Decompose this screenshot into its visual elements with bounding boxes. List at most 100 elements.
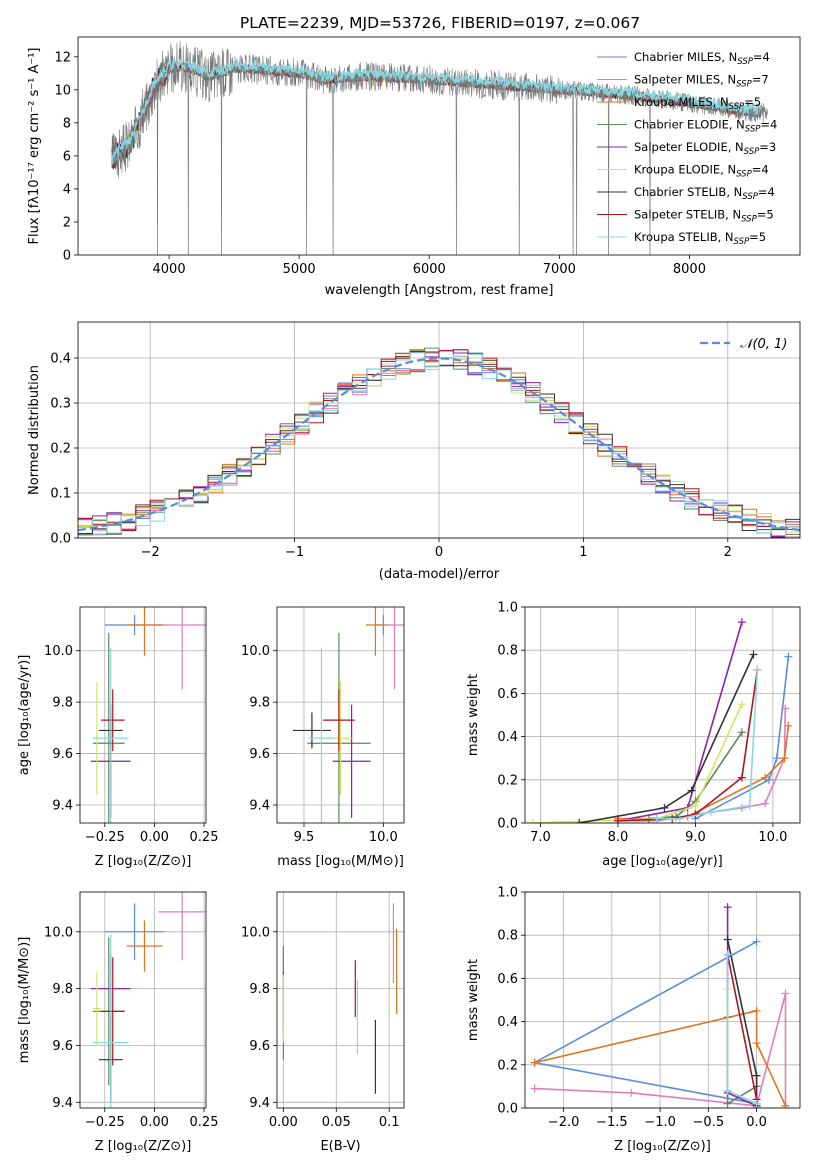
z-weight-xtick-label: −1.5	[596, 1115, 628, 1130]
legend-label: Kroupa STELIB, NSSP=5	[634, 230, 766, 247]
z-age-errorbars	[90, 607, 206, 823]
mass-age-axes	[273, 650, 384, 827]
residual-ytick-label: 0.1	[50, 487, 71, 502]
z-mass-xtick-label: 0.00	[140, 1115, 169, 1130]
residual-xtick-label: 0	[435, 545, 443, 560]
z-weight-ytick-label: 0.2	[497, 1058, 518, 1073]
z-mass-ytick-label: 9.6	[52, 1039, 73, 1054]
age-weight-ytick-label: 1.0	[497, 601, 518, 616]
spectrum-xtick-label: 4000	[153, 262, 186, 277]
z-weight-series-line	[532, 940, 757, 1105]
normal-curve	[78, 357, 800, 532]
z-weight-ytick-label: 0.8	[497, 929, 518, 944]
z-weight-point-marker	[627, 1088, 636, 1097]
spectrum-xtick-label: 6000	[413, 262, 446, 277]
spectrum-xtick-label: 5000	[283, 262, 316, 277]
ebv-mass-xtick-label: 0.00	[269, 1115, 298, 1130]
z-weight-point-marker	[752, 1071, 761, 1080]
z-weight-point-marker	[723, 1086, 732, 1095]
z-weight-point-marker	[530, 1084, 539, 1093]
spectrum-ytick-label: 8	[63, 116, 71, 131]
z-weight-ytick-label: 1.0	[497, 886, 518, 901]
legend-label: Kroupa ELODIE, NSSP=4	[634, 163, 769, 180]
age-weight-point-marker	[675, 814, 684, 823]
z-age-xtick-label: 0.00	[140, 830, 169, 845]
age-weight-point-marker	[652, 814, 661, 823]
residual-ytick-label: 0.0	[50, 532, 71, 547]
ebv-mass-ytick-label: 9.8	[249, 982, 270, 997]
mass-age-ytick-label: 9.4	[249, 799, 270, 814]
z-weight-point-marker	[752, 1099, 761, 1108]
z-weight-point-marker	[723, 950, 732, 959]
residual-ylabel: Normed distribution	[27, 365, 42, 495]
age-weight-frame	[524, 606, 801, 824]
residual-xtick-label: −1	[285, 545, 304, 560]
z-age-frame	[79, 606, 207, 824]
age-weight-point-marker	[761, 773, 770, 782]
legend-label: Salpeter ELODIE, NSSP=3	[634, 140, 776, 157]
spectrum-ytick-label: 2	[63, 215, 71, 230]
residual-ytick-label: 0.4	[50, 352, 71, 367]
z-weight-point-marker	[781, 989, 790, 998]
age-weight-ytick-label: 0.8	[497, 644, 518, 659]
ebv-mass-xtick-label: 0.05	[322, 1115, 351, 1130]
legend-label: Chabrier STELIB, NSSP=4	[634, 185, 775, 202]
age-weight-point-marker	[745, 801, 754, 810]
z-mass-ytick-label: 9.8	[52, 982, 73, 997]
z-age-ytick-label: 9.8	[52, 696, 73, 711]
residual-xtick-label: −2	[141, 545, 160, 560]
histogram-step	[78, 352, 800, 538]
figure-title: PLATE=2239, MJD=53726, FIBERID=0197, z=0…	[240, 14, 640, 32]
normal-legend-label: 𝒩(0, 1)	[740, 337, 787, 352]
age-weight-axes	[521, 606, 800, 827]
spectrum-ytick-label: 12	[54, 50, 71, 65]
z-mass-frame	[79, 891, 207, 1109]
ebv-mass-xlabel: E(B-V)	[320, 1139, 360, 1154]
age-weight-ytick-label: 0.0	[497, 817, 518, 832]
z-weight-point-marker	[781, 1101, 790, 1108]
age-weight-point-marker	[749, 650, 758, 659]
z-weight-series-line	[726, 954, 758, 1106]
age-weight-xtick-label: 8.0	[608, 830, 629, 845]
spectrum-lines	[111, 40, 768, 255]
mass-age-errorbars	[292, 607, 404, 823]
z-age-xtick-label: 0.25	[190, 830, 219, 845]
legend-label: Kroupa MILES, NSSP=5	[634, 95, 761, 112]
z-weight-axes	[521, 891, 800, 1112]
data-spectrum-line	[111, 40, 768, 255]
age-weight-point-marker	[613, 816, 622, 823]
z-weight-frame	[524, 891, 801, 1109]
spectrum-xtick-label: 8000	[673, 262, 706, 277]
age-weight-ytick-label: 0.6	[497, 687, 518, 702]
z-weight-lines	[530, 903, 790, 1108]
z-weight-xtick-label: 0.0	[746, 1115, 767, 1130]
age-weight-series-line	[579, 654, 755, 823]
z-age-ytick-label: 9.6	[52, 747, 73, 762]
age-weight-ytick-label: 0.2	[497, 773, 518, 788]
model-spectrum-line	[111, 58, 762, 161]
ebv-mass-ytick-label: 9.6	[249, 1039, 270, 1054]
age-weight-lines	[528, 618, 793, 823]
histogram-step	[78, 349, 800, 538]
spectrum-ytick-label: 10	[54, 83, 71, 98]
spectrum-ytick-label: 6	[63, 149, 71, 164]
age-weight-point-marker	[706, 808, 715, 817]
residual-ytick-label: 0.2	[50, 442, 71, 457]
z-age-ytick-label: 9.4	[52, 799, 73, 814]
age-weight-point-marker	[737, 728, 746, 737]
z-weight-series-line	[534, 1009, 787, 1107]
z-weight-ytick-label: 0.6	[497, 972, 518, 987]
residual-ytick-label: 0.3	[50, 397, 71, 412]
z-mass-ytick-label: 9.4	[52, 1096, 73, 1111]
mass-age-xtick-label: 9.5	[294, 830, 315, 845]
spectrum-frame	[77, 36, 801, 256]
residual-histograms	[78, 347, 800, 538]
age-weight-point-marker	[753, 665, 762, 674]
age-weight-point-marker	[737, 773, 746, 782]
z-weight-xtick-label: −1.0	[644, 1115, 676, 1130]
legend-label: Salpeter STELIB, NSSP=5	[634, 208, 774, 225]
spectrum-ylabel: Flux [fλ10⁻¹⁷ erg cm⁻² s⁻¹ A⁻¹]	[27, 48, 42, 245]
age-weight-series-line	[618, 708, 787, 822]
mass-age-frame	[276, 606, 405, 824]
